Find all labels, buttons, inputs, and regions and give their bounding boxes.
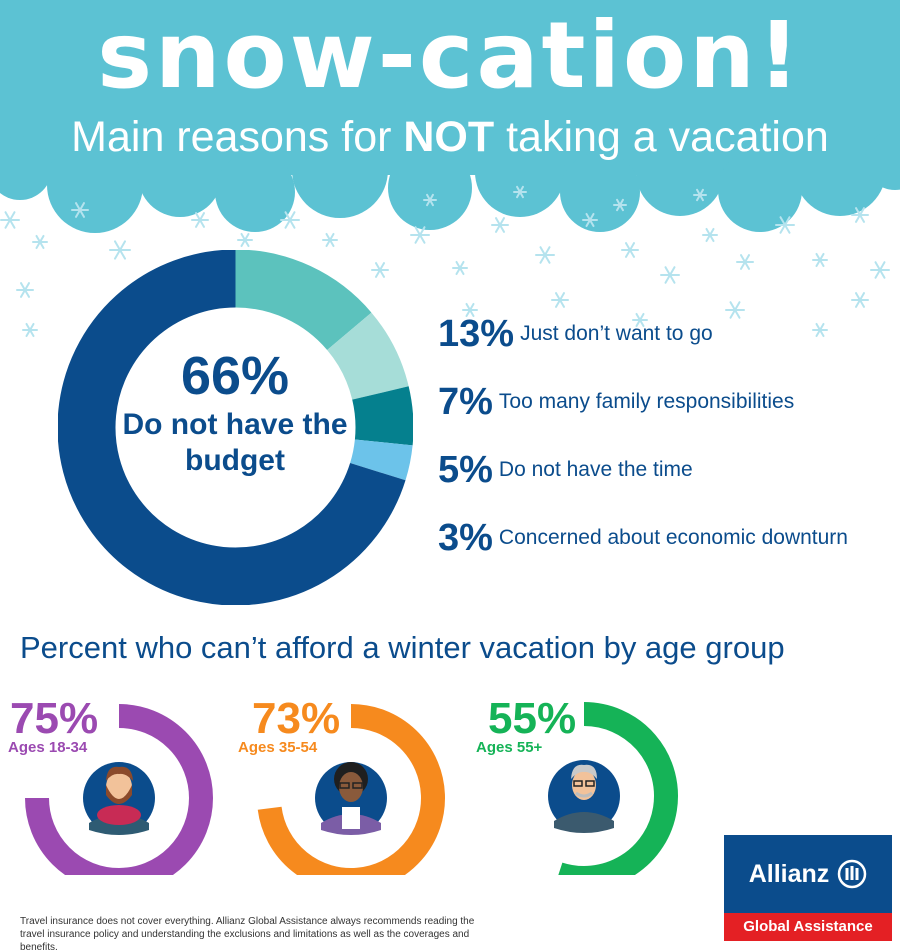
snowflake-icon	[513, 185, 527, 199]
page-subtitle: Main reasons for NOT taking a vacation	[0, 112, 900, 162]
header-title-block: snow-cation!	[0, 6, 900, 106]
legend-value: 7%	[438, 380, 493, 423]
snowflake-icon	[32, 234, 48, 250]
main-donut-chart	[58, 250, 413, 605]
snowflake-icon	[582, 212, 598, 228]
legend-label: Concerned about economic downturn	[498, 526, 848, 549]
subtitle-part-2: taking a vacation	[494, 113, 829, 161]
snowflake-icon	[702, 227, 718, 243]
snowflake-icon	[613, 198, 627, 212]
allianz-logo: Allianz Global Assistance	[724, 835, 892, 941]
young-man-avatar-icon	[83, 762, 155, 835]
snowflake-icon	[632, 312, 648, 328]
snowflake-icon	[725, 301, 745, 319]
snowflake-icon	[280, 211, 300, 229]
age-label: Ages 35-54	[238, 739, 318, 756]
snowflake-icon	[693, 188, 707, 202]
legend-item: 5% Do not have the time	[438, 436, 898, 504]
donut-slice	[352, 386, 413, 446]
snowflake-icon	[535, 246, 555, 264]
age-value: 75%	[10, 694, 99, 743]
legend-value: 5%	[438, 448, 493, 491]
age-ring-arc	[25, 704, 213, 875]
snowflake-icon	[812, 252, 828, 268]
snowflake-icon	[237, 232, 253, 248]
age-group-18-34: 75% Ages 18-34	[6, 695, 236, 875]
snowflake-icon	[0, 211, 20, 229]
snowflake-icon	[660, 266, 680, 284]
logo-division: Global Assistance	[724, 913, 892, 941]
legend-label: Too many family responsibilities	[498, 390, 795, 413]
age-ring-chart	[257, 704, 445, 875]
snowflake-icon	[371, 262, 389, 278]
age-label: Ages 18-34	[8, 739, 88, 756]
age-ring-chart	[25, 704, 213, 875]
snowflake-icon	[621, 242, 639, 258]
age-group-35-54: 73% Ages 35-54	[236, 695, 466, 875]
donut-center-value: 66%	[180, 346, 290, 406]
age-section-title: Percent who can’t afford a winter vacati…	[20, 630, 785, 665]
legend-value: 13%	[438, 312, 515, 355]
subtitle-emphasis: NOT	[403, 113, 495, 161]
age-value: 73%	[252, 694, 341, 743]
donut-slice	[58, 250, 406, 605]
donut-slice	[349, 438, 413, 481]
age-group-55-plus: 55% Ages 55+	[472, 695, 702, 875]
snowflake-icon	[812, 322, 828, 338]
legend-label: Do not have the time	[498, 458, 693, 481]
donut-center-label: 66% Do not have the budget	[110, 345, 360, 479]
legend-item: 13% Just don’t want to go	[438, 300, 898, 368]
disclaimer-text: Travel insurance does not cover everythi…	[20, 916, 475, 952]
snowflake-icon	[736, 254, 754, 270]
allianz-eagle-icon	[838, 859, 867, 889]
snowflake-icon	[870, 261, 890, 279]
legend-item: 7% Too many family responsibilities	[438, 368, 898, 436]
snowflake-icon	[851, 207, 869, 223]
snowflake-icon	[491, 217, 509, 233]
age-value: 55%	[488, 694, 577, 743]
snowflake-icon	[775, 216, 795, 234]
snowflake-icon	[452, 260, 468, 276]
subtitle-part-1: Main reasons for	[71, 113, 404, 161]
woman-avatar-icon	[315, 762, 387, 835]
donut-center-text: Do not have the budget	[122, 408, 348, 477]
reasons-legend: 13% Just don’t want to go 7% Too many fa…	[438, 300, 898, 572]
snowflake-icon	[22, 322, 38, 338]
donut-slice	[234, 250, 372, 351]
logo-brand: Allianz	[748, 859, 830, 888]
snowflake-icon	[191, 212, 209, 228]
age-ring-chart	[548, 702, 678, 875]
legend-label: Just don’t want to go	[520, 322, 713, 345]
age-ring-arc	[257, 704, 445, 875]
snowflake-icon	[551, 292, 569, 308]
snowflake-icon	[462, 302, 478, 318]
snowflake-icon	[423, 193, 437, 207]
senior-man-avatar-icon	[548, 760, 620, 833]
snowflake-icon	[322, 232, 338, 248]
snowflake-icon	[851, 292, 869, 308]
snowflake-icon	[16, 282, 34, 298]
snowflake-icon	[109, 240, 131, 260]
legend-value: 3%	[438, 516, 493, 559]
page-title: snow-cation!	[97, 2, 803, 109]
legend-item: 3% Concerned about economic downturn	[438, 504, 898, 572]
logo-top: Allianz	[724, 835, 892, 913]
snowflake-icon	[71, 202, 89, 218]
age-ring-arc	[558, 702, 678, 875]
donut-slice	[326, 312, 409, 401]
age-label: Ages 55+	[476, 739, 543, 756]
snowflake-icon	[410, 226, 430, 244]
header-cloud	[0, 0, 900, 233]
